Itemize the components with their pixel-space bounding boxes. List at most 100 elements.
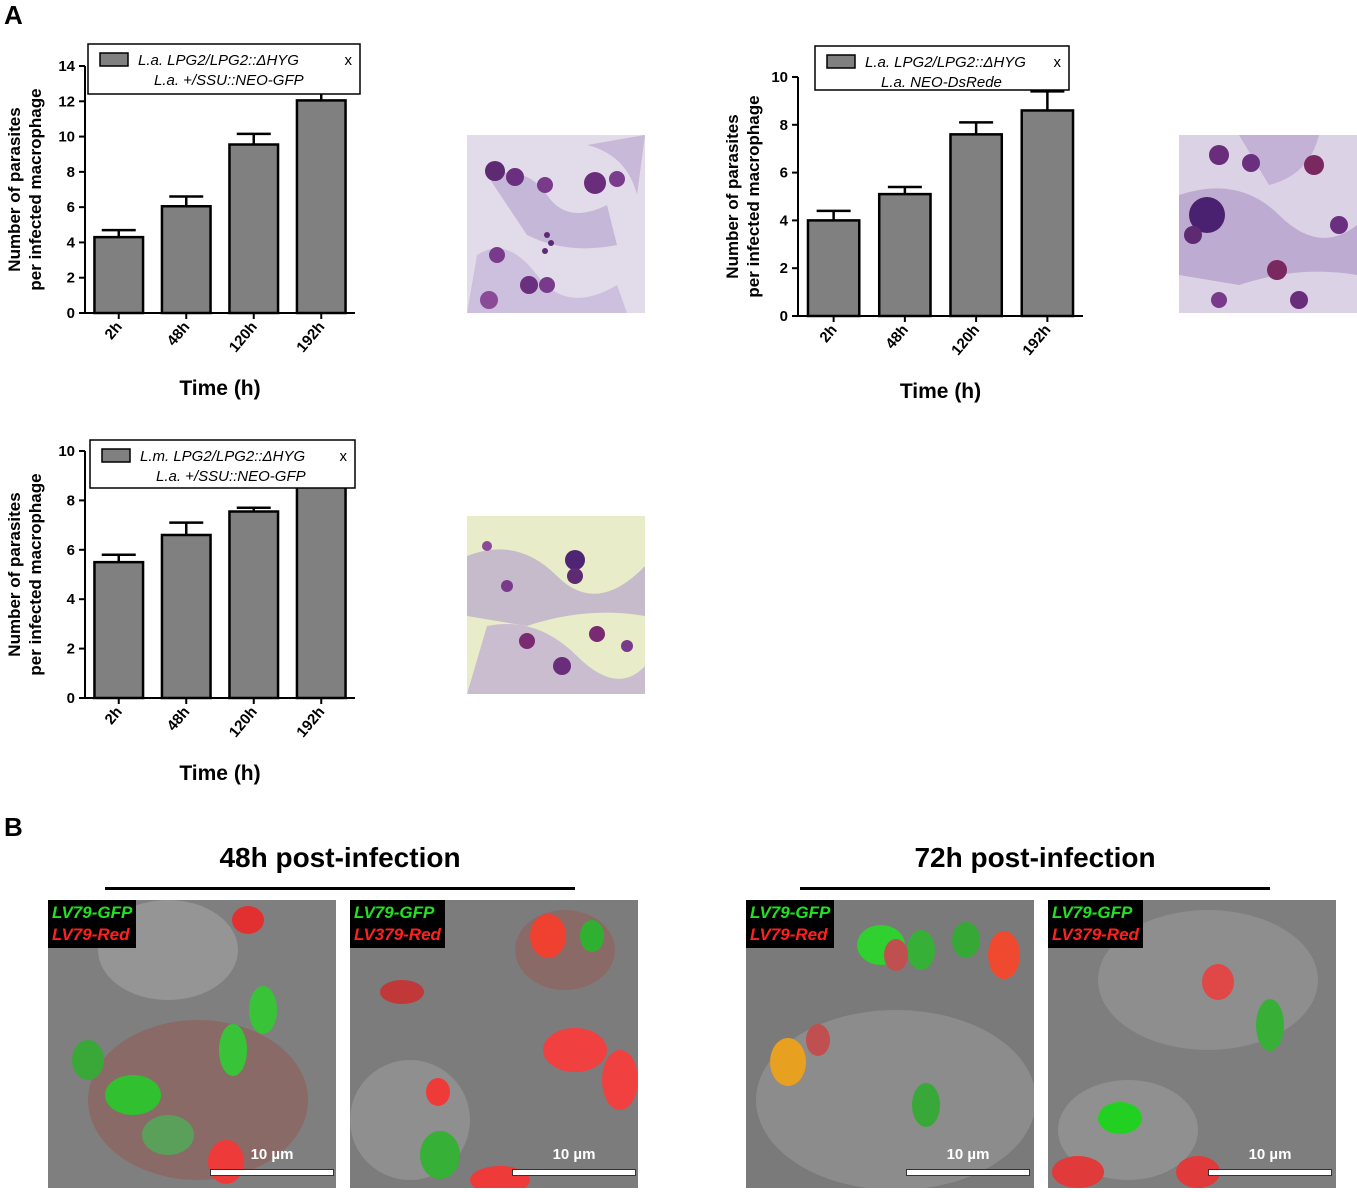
y-axis-label-line1: Number of parasites — [5, 107, 24, 271]
green-label-1: LV79-GFP — [52, 903, 133, 922]
bar-120h — [949, 133, 1004, 318]
x-tick-label: 2h — [816, 322, 840, 346]
x-tick-label: 192h — [293, 319, 328, 356]
bar-48h — [160, 205, 212, 315]
red-label-4: LV379-Red — [1052, 925, 1139, 944]
legend-swatch — [826, 54, 856, 69]
y-tick-label: 10 — [58, 443, 75, 460]
legend-x: x — [340, 448, 348, 465]
x-tick-label: 120h — [948, 322, 983, 359]
bar-chart-1: 0 2 4 6 8 10 12 14 2h 48h 120h 192h Time (h) Number o… — [5, 43, 361, 400]
fluorescence-image-3: LV79-GFP LV79-Red 10 µm — [746, 900, 1034, 1188]
legend-line1: L.a. LPG2/LPG2::ΔHYG — [138, 52, 299, 69]
legend-box — [814, 45, 1070, 91]
scale-text-4: 10 µm — [1248, 1146, 1292, 1163]
y-tick-label: 4 — [780, 212, 789, 229]
y-tick-label: 10 — [58, 129, 75, 146]
panel-label-b: B — [4, 812, 23, 842]
y-tick-label: 8 — [780, 117, 788, 134]
scale-text-2: 10 µm — [552, 1146, 596, 1163]
y-tick-label: 0 — [67, 690, 75, 707]
bar-120h — [228, 510, 280, 700]
x-tick-label: 48h — [164, 319, 194, 350]
micrograph-2 — [1179, 135, 1357, 313]
bar-192h — [1020, 109, 1075, 318]
y-tick-label: 4 — [67, 234, 76, 251]
legend-x: x — [345, 52, 353, 69]
bar-chart-3: 0 2 4 6 8 10 2h 48h 120h 192h Time (h) Number of pa… — [5, 439, 356, 785]
y-axis-label-line2: per infected macrophage — [744, 95, 763, 297]
red-label-2: LV379-Red — [354, 925, 441, 944]
title-72h: 72h post-infection — [914, 842, 1156, 873]
bar-192h — [295, 475, 347, 700]
y-tick-label: 4 — [67, 591, 76, 608]
scale-bar-2: 10 µm — [512, 1146, 636, 1176]
legend-swatch — [99, 52, 129, 67]
bar-120h — [228, 143, 280, 315]
y-tick-label: 6 — [67, 199, 75, 216]
y-axis-label-line2: per infected macrophage — [26, 88, 45, 290]
y-tick-label: 14 — [58, 58, 75, 75]
y-tick-label: 2 — [67, 641, 75, 658]
fluorescence-image-4: LV79-GFP LV379-Red 10 µm — [1048, 900, 1336, 1188]
legend-x: x — [1054, 54, 1062, 71]
legend-box — [89, 439, 356, 489]
y-tick-label: 2 — [780, 260, 788, 277]
scale-bar-3: 10 µm — [906, 1146, 1030, 1176]
x-axis-label: Time (h) — [179, 762, 260, 785]
y-axis-label-line2: per infected macrophage — [26, 473, 45, 675]
fluorescence-image-1: LV79-GFP LV79-Red 10 µm — [48, 900, 336, 1188]
green-label-2: LV79-GFP — [354, 903, 435, 922]
fluorescence-image-2: LV79-GFP LV379-Red 10 µm — [350, 900, 638, 1188]
x-tick-label: 2h — [102, 704, 126, 728]
bar-chart-2: 0 2 4 6 8 10 2h 48h 120h 192h Time (h) Number of pa… — [723, 45, 1083, 403]
legend-line2: L.a. +/SSU::NEO-GFP — [154, 72, 304, 89]
y-tick-label: 10 — [771, 69, 788, 86]
bar-48h — [160, 533, 212, 700]
scale-bar-1: 10 µm — [210, 1146, 334, 1176]
y-tick-label: 6 — [780, 165, 788, 182]
x-tick-label: 120h — [226, 319, 261, 356]
micrograph-3 — [467, 516, 645, 694]
label-box-4: LV79-GFP LV379-Red — [1048, 900, 1143, 948]
y-tick-label: 2 — [67, 270, 75, 287]
scale-bar-4: 10 µm — [1208, 1146, 1332, 1176]
legend-swatch — [101, 448, 131, 463]
green-label-3: LV79-GFP — [750, 903, 831, 922]
red-label-1: LV79-Red — [52, 925, 130, 944]
x-tick-label: 120h — [226, 704, 261, 741]
green-label-4: LV79-GFP — [1052, 903, 1133, 922]
bar-48h — [877, 192, 932, 318]
y-tick-label: 8 — [67, 164, 75, 181]
y-axis-label-line1: Number of parasites — [5, 492, 24, 656]
red-label-3: LV79-Red — [750, 925, 828, 944]
x-tick-label: 48h — [882, 322, 912, 353]
micrograph-1 — [467, 135, 645, 313]
legend-line1: L.a. LPG2/LPG2::ΔHYG — [865, 54, 1026, 71]
title-48h: 48h post-infection — [219, 842, 461, 873]
y-tick-label: 0 — [780, 308, 788, 325]
label-box-3: LV79-GFP LV79-Red — [746, 900, 835, 948]
y-tick-label: 0 — [67, 305, 75, 322]
label-box-1: LV79-GFP LV79-Red — [48, 900, 137, 948]
x-tick-label: 192h — [1019, 322, 1054, 359]
x-tick-label: 2h — [102, 319, 126, 343]
panel-label-a: A — [4, 0, 23, 30]
legend-box — [87, 43, 361, 95]
label-box-2: LV79-GFP LV379-Red — [350, 900, 445, 948]
bar-2h — [93, 560, 145, 700]
x-axis-label: Time (h) — [179, 377, 260, 400]
y-tick-label: 8 — [67, 492, 75, 509]
rule-48h — [105, 887, 575, 890]
y-axis-label-line1: Number of parasites — [723, 114, 742, 278]
legend-line1: L.m. LPG2/LPG2::ΔHYG — [140, 448, 305, 465]
x-tick-label: 192h — [293, 704, 328, 741]
bar-192h — [295, 99, 347, 315]
scale-text-3: 10 µm — [946, 1146, 990, 1163]
legend-line2: L.a. NEO-DsRede — [881, 74, 1002, 91]
bar-2h — [806, 219, 861, 318]
y-tick-label: 6 — [67, 542, 75, 559]
legend-line2: L.a. +/SSU::NEO-GFP — [156, 468, 306, 485]
bar-2h — [93, 235, 145, 315]
x-axis-label: Time (h) — [900, 380, 981, 403]
